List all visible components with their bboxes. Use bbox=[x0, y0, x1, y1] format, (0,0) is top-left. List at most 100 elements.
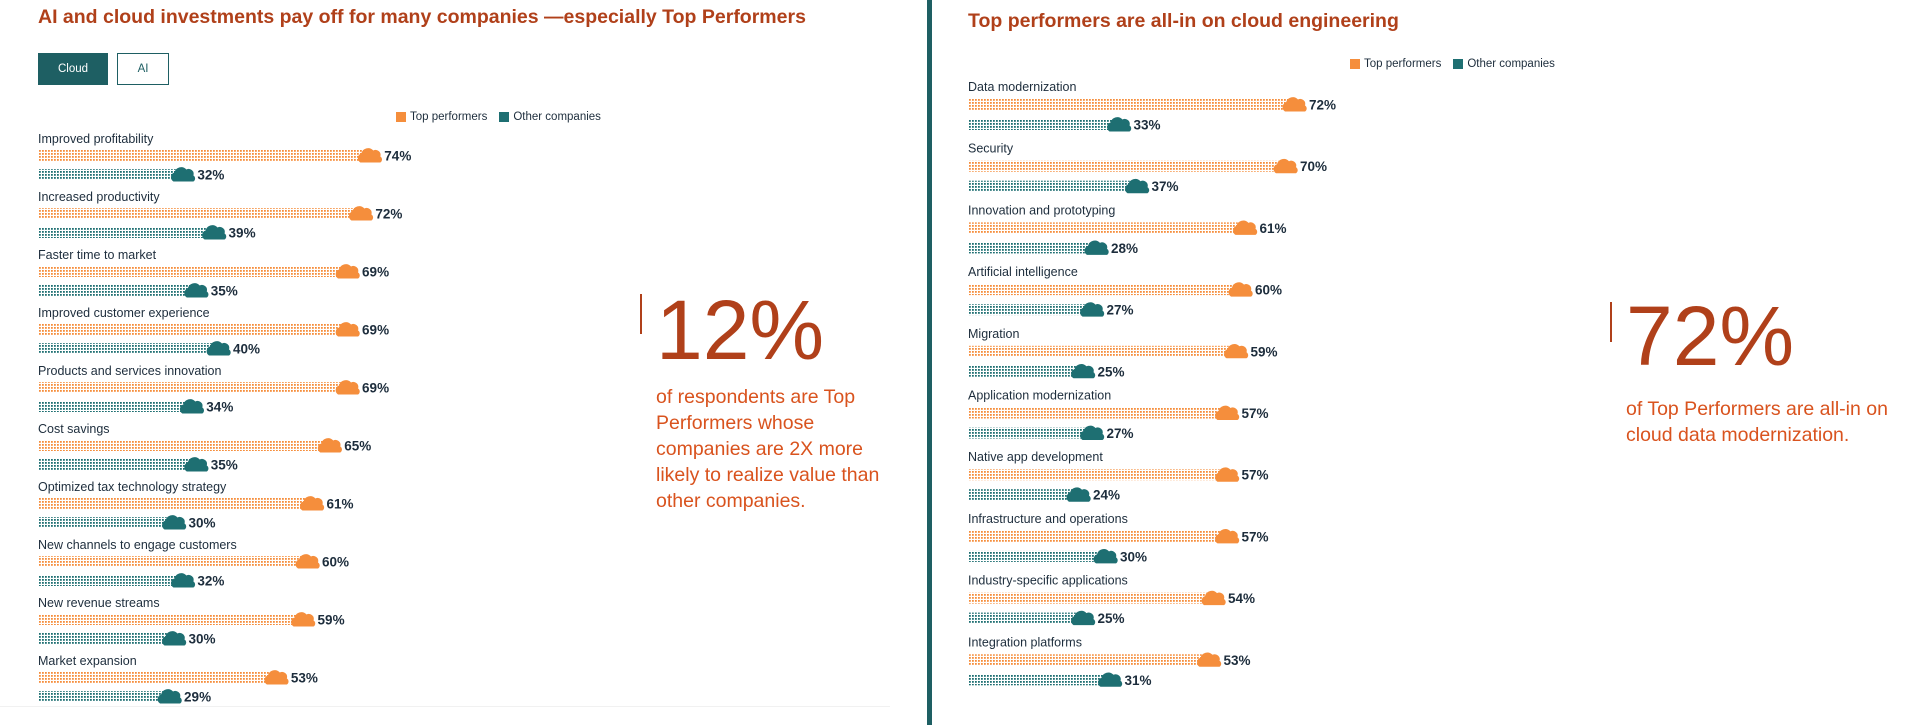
category-label: Artificial intelligence bbox=[968, 265, 1078, 279]
category-label: Cost savings bbox=[38, 422, 110, 436]
cloud-icon bbox=[295, 554, 320, 569]
category-label: Native app development bbox=[968, 450, 1103, 464]
cloud-icon bbox=[1215, 405, 1240, 420]
value-label: 35% bbox=[211, 458, 238, 473]
category-label: Integration platforms bbox=[968, 635, 1082, 649]
cloud-icon bbox=[1215, 529, 1240, 544]
tab-cloud[interactable]: Cloud bbox=[38, 53, 108, 85]
legend-top-performers: Top performers bbox=[1350, 58, 1441, 70]
value-label: 61% bbox=[326, 497, 353, 512]
legend-swatch-top bbox=[1350, 59, 1360, 69]
bar-top-performers bbox=[38, 382, 346, 393]
value-label: 65% bbox=[344, 439, 371, 454]
bar-other-companies bbox=[38, 227, 212, 238]
category-label: Innovation and prototyping bbox=[968, 203, 1115, 217]
bar-top-performers bbox=[38, 208, 359, 219]
bar-other-companies bbox=[968, 612, 1081, 624]
legend-other-companies: Other companies bbox=[1453, 58, 1555, 70]
category-label: Industry-specific applications bbox=[968, 574, 1128, 588]
cloud-icon bbox=[1215, 467, 1240, 482]
category-label: New revenue streams bbox=[38, 596, 160, 610]
right-big-stat: 72% bbox=[1626, 289, 1795, 383]
value-label: 25% bbox=[1098, 364, 1125, 379]
cloud-icon bbox=[357, 148, 382, 163]
bar-top-performers bbox=[968, 530, 1225, 542]
value-label: 74% bbox=[384, 149, 411, 164]
cloud-icon bbox=[1197, 652, 1222, 667]
value-label: 69% bbox=[362, 265, 389, 280]
cloud-icon bbox=[300, 496, 325, 511]
bar-other-companies bbox=[968, 674, 1108, 686]
value-label: 28% bbox=[1111, 241, 1138, 256]
cloud-icon bbox=[162, 631, 187, 646]
value-label: 61% bbox=[1260, 221, 1287, 236]
left-bar-chart: Improved profitability 74% 32% Increased pr… bbox=[38, 132, 411, 705]
category-label: Products and services innovation bbox=[38, 364, 221, 378]
value-label: 57% bbox=[1242, 468, 1269, 483]
value-label: 32% bbox=[197, 168, 224, 183]
cloud-icon bbox=[184, 283, 209, 298]
value-label: 34% bbox=[206, 400, 233, 415]
cloud-icon bbox=[206, 341, 231, 356]
value-label: 57% bbox=[1242, 529, 1269, 544]
bottom-rule bbox=[0, 706, 890, 707]
category-label: Improved customer experience bbox=[38, 306, 210, 320]
cloud-icon bbox=[335, 322, 360, 337]
bar-other-companies bbox=[38, 401, 190, 412]
value-label: 24% bbox=[1093, 488, 1120, 503]
value-label: 53% bbox=[291, 671, 318, 686]
bar-other-companies bbox=[968, 489, 1076, 501]
cloud-icon bbox=[1107, 117, 1132, 132]
bar-other-companies bbox=[968, 119, 1117, 130]
bar-top-performers bbox=[38, 672, 274, 683]
bar-top-performers bbox=[968, 160, 1283, 172]
cloud-icon bbox=[162, 515, 187, 530]
value-label: 60% bbox=[1255, 283, 1282, 298]
left-big-stat: 12% bbox=[656, 283, 825, 377]
bar-other-companies bbox=[38, 691, 168, 702]
cloud-icon bbox=[1282, 97, 1307, 112]
tab-ai[interactable]: AI bbox=[117, 53, 169, 85]
bar-top-performers bbox=[968, 592, 1211, 604]
legend-swatch-other bbox=[1453, 59, 1464, 69]
cloud-icon bbox=[171, 167, 196, 182]
bar-other-companies bbox=[968, 427, 1090, 439]
value-label: 59% bbox=[318, 613, 345, 628]
legend-other-label: Other companies bbox=[513, 111, 601, 123]
value-label: 39% bbox=[229, 226, 256, 241]
value-label: 57% bbox=[1242, 406, 1269, 421]
category-label: Faster time to market bbox=[38, 248, 157, 262]
value-label: 29% bbox=[184, 690, 211, 705]
bar-top-performers bbox=[968, 654, 1207, 666]
bar-top-performers bbox=[38, 440, 328, 451]
bar-other-companies bbox=[968, 304, 1090, 316]
cloud-icon bbox=[264, 670, 289, 685]
value-label: 40% bbox=[233, 342, 260, 357]
category-label: Optimized tax technology strategy bbox=[38, 480, 227, 494]
value-label: 30% bbox=[1120, 549, 1147, 564]
category-label: Migration bbox=[968, 327, 1019, 341]
bar-other-companies bbox=[38, 285, 194, 296]
bar-top-performers bbox=[968, 345, 1234, 357]
cloud-icon bbox=[1080, 425, 1105, 440]
bar-top-performers bbox=[38, 150, 368, 161]
bar-other-companies bbox=[38, 575, 181, 586]
bar-other-companies bbox=[38, 169, 181, 180]
panel-divider bbox=[927, 0, 932, 725]
value-label: 59% bbox=[1251, 344, 1278, 359]
cloud-icon bbox=[1224, 343, 1249, 359]
bar-top-performers bbox=[38, 556, 305, 567]
category-label: Improved profitability bbox=[38, 132, 154, 146]
category-label: Infrastructure and operations bbox=[968, 512, 1128, 526]
cloud-icon bbox=[184, 457, 209, 472]
value-label: 37% bbox=[1152, 179, 1179, 194]
category-label: Data modernization bbox=[968, 80, 1076, 94]
bar-top-performers bbox=[968, 407, 1225, 419]
value-label: 69% bbox=[362, 323, 389, 338]
left-callout-rule bbox=[640, 294, 642, 334]
bar-other-companies bbox=[968, 365, 1081, 377]
category-label: Security bbox=[968, 142, 1014, 156]
cloud-icon bbox=[291, 612, 316, 627]
cloud-icon bbox=[1084, 240, 1109, 255]
